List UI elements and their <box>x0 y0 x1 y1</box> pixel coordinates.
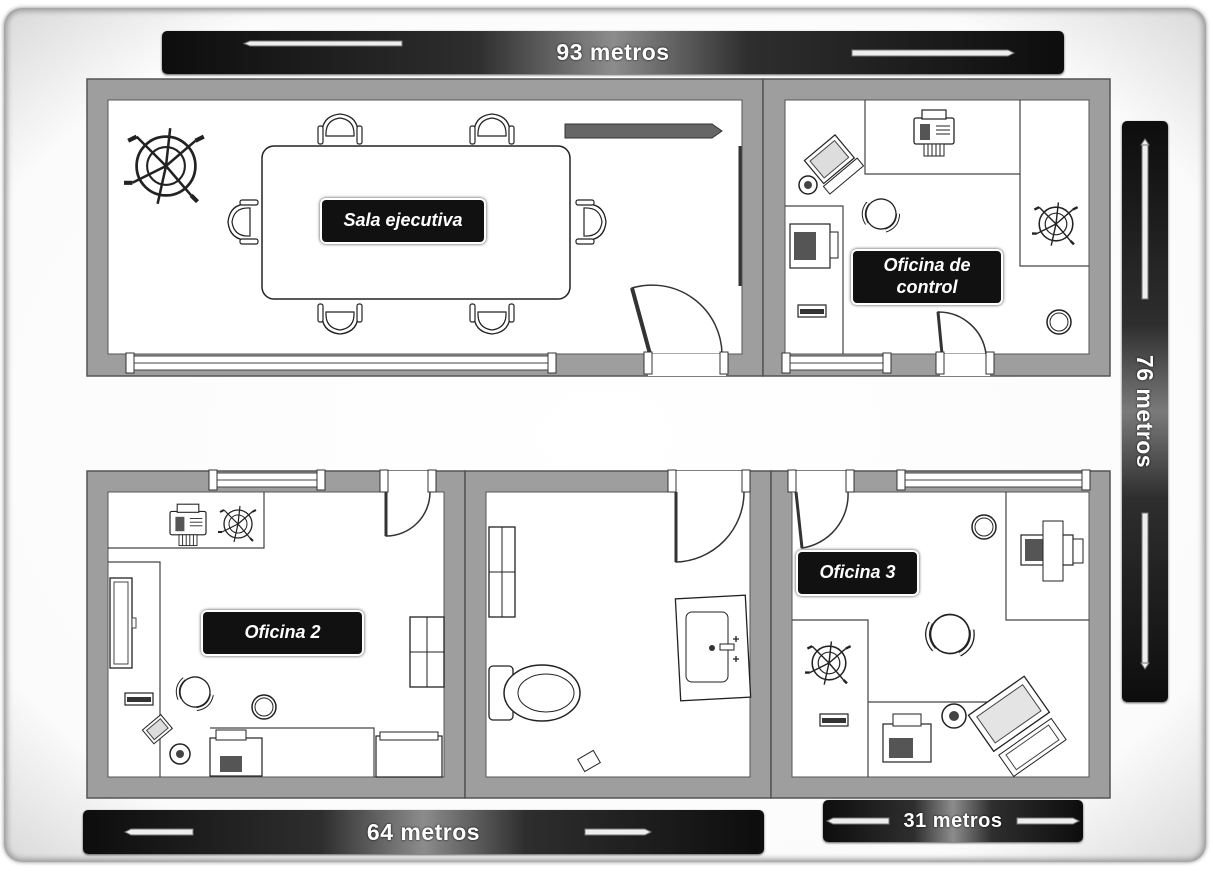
dimension-top: 93 metros <box>162 31 1064 74</box>
room-label-control: Oficina de control <box>853 251 1001 303</box>
room-label-office3: Oficina 3 <box>798 552 917 594</box>
computer-icon <box>967 675 1067 778</box>
printer-icon <box>209 729 263 777</box>
double-arrow-icon <box>825 817 1081 825</box>
room-label-office2: Oficina 2 <box>203 612 362 654</box>
dimension-bottom-left-label: 64 metros <box>366 818 481 845</box>
stapler-icon <box>797 304 827 318</box>
dimension-top-label: 93 metros <box>556 39 670 65</box>
window-icon <box>125 352 557 374</box>
computer-icon <box>803 134 865 195</box>
door-icon <box>667 469 751 563</box>
door-icon <box>787 469 855 549</box>
room-office2 <box>86 469 466 799</box>
double-arrow-icon <box>1140 138 1150 670</box>
room-bathroom <box>464 469 772 799</box>
wastebin-icon <box>1046 309 1072 335</box>
room-office3 <box>770 469 1111 799</box>
door-icon <box>935 311 995 376</box>
window-icon <box>208 469 326 491</box>
window-icon <box>896 469 1091 491</box>
dimension-bottom-right: 31 metros <box>823 800 1083 842</box>
wastebin-icon <box>251 694 277 720</box>
stapler-icon <box>124 692 154 706</box>
sink-icon <box>674 594 752 702</box>
printer-icon <box>882 713 932 763</box>
double-arrow-icon <box>123 828 653 836</box>
printer-icon <box>1020 520 1084 582</box>
window-icon <box>781 352 892 374</box>
computer-icon <box>141 713 174 745</box>
door-icon <box>379 469 437 537</box>
dimension-bottom-left: 64 metros <box>83 810 764 854</box>
wastebin-icon <box>971 514 997 540</box>
dimension-bottom-right-label: 31 metros <box>903 809 1003 832</box>
room-label-executive: Sala ejecutiva <box>322 200 484 242</box>
dimension-right-label: 76 metros <box>1132 354 1159 469</box>
toilet-icon <box>488 664 581 722</box>
door-icon <box>630 284 729 376</box>
stapler-icon <box>819 713 849 727</box>
printer-icon <box>789 223 839 269</box>
dimension-right: 76 metros <box>1122 121 1168 702</box>
room-control <box>762 78 1111 377</box>
double-arrow-icon <box>242 40 1016 57</box>
